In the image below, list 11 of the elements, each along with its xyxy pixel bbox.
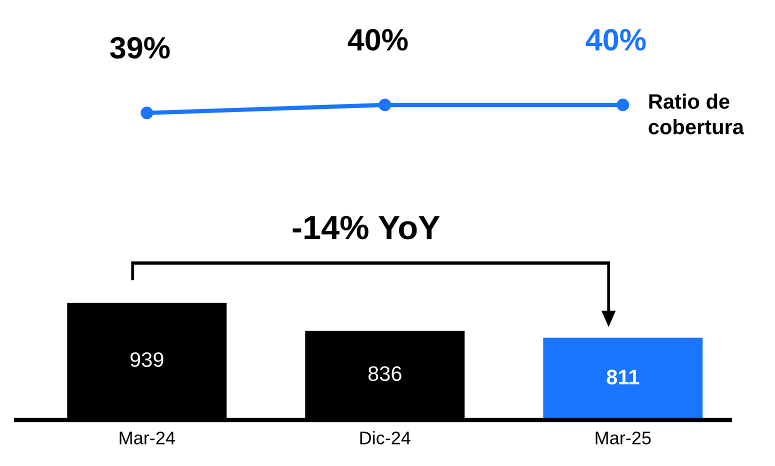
x-tick-label: Dic-24	[360, 431, 410, 444]
data-label: 40%	[586, 28, 646, 51]
x-tick-label: Mar-25	[596, 432, 651, 444]
data-label: 40%	[348, 28, 408, 51]
data-label: 939	[130, 352, 164, 367]
text: -14% YoY	[292, 216, 440, 240]
data-label: 811	[606, 370, 640, 384]
data-label: 836	[368, 366, 402, 382]
series-label: Ratio de cobertura	[648, 94, 744, 134]
data-label: 39%	[110, 36, 170, 59]
x-tick-label: Mar-24	[120, 432, 175, 444]
